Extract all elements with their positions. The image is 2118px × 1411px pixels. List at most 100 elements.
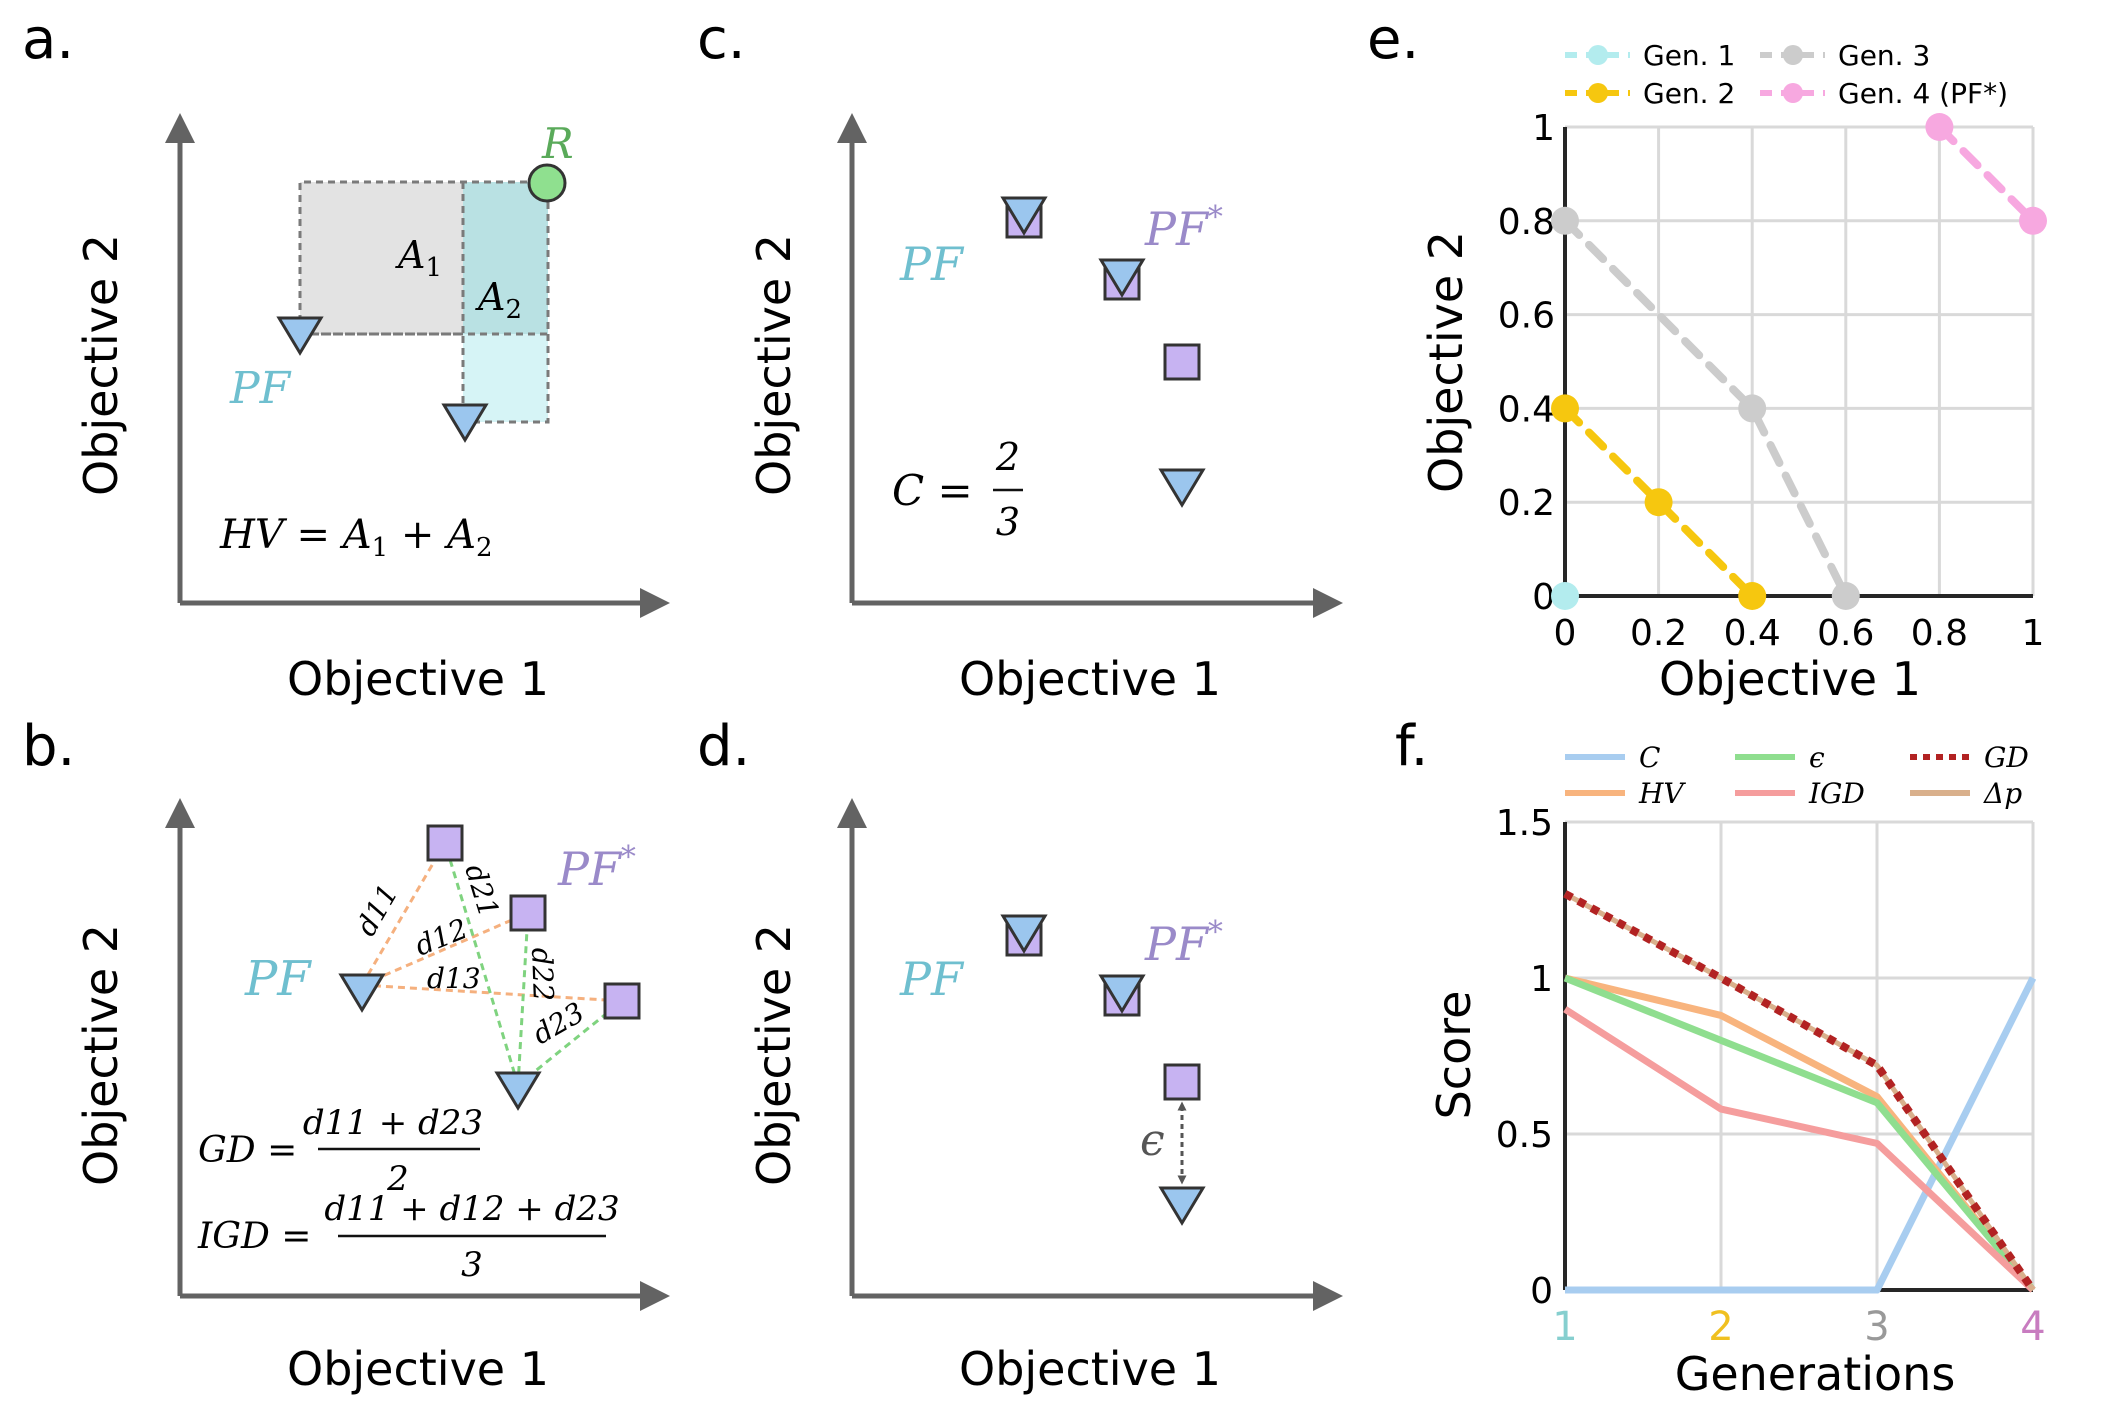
y-axis-label: Objective 2 (74, 234, 128, 496)
pfs-point-3 (603, 982, 641, 1020)
x-tick-label: 1 (2022, 613, 2045, 654)
x-tick-label: 0 (1554, 613, 1577, 654)
y-axis-label: Objective 2 (747, 234, 801, 496)
dist-line-d22 (516, 912, 530, 1086)
panel-e: e. 0 0.2 0.4 0.6 0.8 100.20.40.60.81 Gen. 1Ge… (1367, 7, 2047, 706)
series-line (1563, 1006, 2036, 1293)
epsilon-label: ϵ (1140, 1115, 1165, 1166)
legend-label: ϵ (1809, 741, 1825, 774)
pf-label: PF (899, 952, 965, 1006)
igd-lhs: IGD = (197, 1216, 311, 1257)
legend-label: HV (1638, 777, 1686, 810)
area-a1-label: A1 (395, 233, 442, 283)
series-line (1561, 216, 1850, 600)
panel-e-label: e. (1367, 7, 1419, 72)
pfs-point-2 (509, 894, 547, 932)
data-point (2019, 206, 2047, 235)
pfs-label: PF* (557, 840, 636, 896)
data-point (1551, 582, 1579, 610)
x-tick-label: 2 (1708, 1304, 1733, 1350)
panel-a-label: a. (22, 7, 74, 72)
pf-point-1 (339, 973, 385, 1012)
x-tick-label: 4 (2020, 1304, 2045, 1350)
pf-label: PF (244, 951, 312, 1007)
legend-label: Gen. 3 (1838, 39, 1930, 72)
dist-label-d22: d22 (525, 947, 560, 1002)
dist-line-d21 (443, 842, 520, 1086)
x-axis-label: Objective 1 (287, 652, 549, 706)
dist-line-d12 (361, 911, 529, 987)
panel-d: d. ϵ PF PF* Objective 2 Objective 1 (697, 714, 1343, 1396)
reference-point (527, 163, 567, 203)
panel-a: a. R A1 A2 PF HV = A1 + A2 Objective 2 O… (22, 7, 670, 706)
area-a1 (300, 182, 463, 334)
y-axis-label: Score (1427, 991, 1481, 1120)
pf-label: PF (899, 237, 965, 291)
pfs-point-3 (1163, 343, 1201, 381)
reference-label: R (541, 119, 574, 168)
c-lhs: C = (892, 466, 973, 515)
panel-d-label: d. (697, 714, 750, 779)
legend-swatch-marker (1588, 45, 1608, 65)
pf-label: PF (229, 363, 292, 414)
pfs-label: PF* (1144, 200, 1223, 256)
data-point (1644, 488, 1673, 517)
series-line (1563, 974, 2036, 1293)
pfs-point-3 (1163, 1063, 1201, 1101)
grid (1563, 125, 2035, 598)
y-tick-label: 0 (1532, 577, 1555, 618)
y-tick-label: 0.6 (1498, 296, 1555, 337)
dist-label-d11: d11 (349, 879, 404, 942)
y-tick-label: 0.4 (1498, 389, 1555, 430)
y-tick-label: 0.8 (1498, 202, 1555, 243)
hv-formula: HV = A1 + A2 (219, 512, 493, 563)
legend-label: Gen. 2 (1643, 77, 1735, 110)
tick-labels: 1 2 3 4 0 0.5 1 1.5 (1496, 803, 2046, 1350)
dist-label-d23: d23 (527, 996, 590, 1051)
y-axis-label: Objective 2 (747, 924, 801, 1186)
dist-line-d13 (361, 983, 623, 1003)
x-axis-label: Objective 1 (287, 1342, 549, 1396)
dist-label-d13: d13 (427, 962, 481, 995)
igd-denominator: 3 (461, 1245, 483, 1285)
x-axis-label: Objective 1 (1659, 652, 1921, 706)
panel-c-label: c. (697, 7, 746, 72)
x-axis-label: Objective 1 (959, 1342, 1221, 1396)
series-line (1563, 890, 2037, 1293)
panel-f-label: f. (1395, 714, 1428, 779)
c-numerator: 2 (995, 435, 1020, 479)
pf-point-3 (1159, 468, 1205, 507)
legend-label: GD (1984, 741, 2029, 774)
panel-b: b. PF PF* d11 d12 d13 d21 d22 d23 GD = d… (22, 714, 670, 1396)
x-tick-label: 0.2 (1630, 613, 1687, 654)
y-tick-label: 1.5 (1496, 803, 1553, 844)
y-tick-label: 0.5 (1496, 1115, 1553, 1156)
data-point (1831, 582, 1860, 610)
y-axis-label: Objective 2 (1419, 231, 1473, 493)
x-tick-label: 0.4 (1724, 613, 1781, 654)
y-tick-label: 0 (1530, 1271, 1553, 1312)
dist-label-d12: d12 (410, 912, 472, 963)
legend-swatch-marker (1588, 83, 1608, 103)
y-tick-label: 0.2 (1498, 483, 1555, 524)
gd-denominator: 2 (386, 1159, 409, 1199)
area-a2 (463, 182, 548, 334)
gd-numerator: d11 + d23 (303, 1103, 483, 1143)
legend-label: Gen. 4 (PF*) (1838, 77, 2008, 110)
tick-labels: 0 0.2 0.4 0.6 0.8 1 0 0.2 0.4 0.6 0.8 1 (1498, 108, 2045, 654)
data-point (1738, 582, 1767, 610)
data-point (1738, 394, 1767, 423)
dist-line-d11 (360, 842, 447, 986)
series-line (1935, 123, 2037, 225)
x-tick-label: 0.8 (1911, 613, 1968, 654)
igd-numerator: d11 + d12 + d23 (324, 1189, 619, 1229)
pfs-point-1 (426, 824, 464, 862)
panel-b-label: b. (22, 714, 75, 779)
x-tick-label: 1 (1552, 1304, 1577, 1350)
series-line (1563, 891, 2036, 1292)
legend-label: C (1639, 741, 1660, 774)
legend-swatch-marker (1783, 45, 1803, 65)
x-tick-label: 3 (1864, 1304, 1889, 1350)
